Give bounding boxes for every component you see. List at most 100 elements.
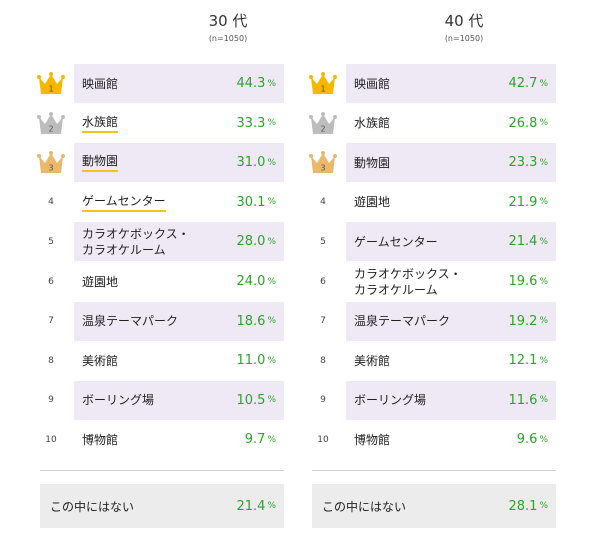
ranking-row: 7 温泉テーマパーク 19.2% — [306, 301, 556, 341]
unit: % — [539, 118, 548, 129]
item-label: 映画館 — [354, 76, 391, 91]
none-of-these-row: この中にはない 21.4% — [40, 484, 284, 528]
sample-size: (n=1050) — [208, 34, 248, 43]
value: 31.0 — [236, 155, 266, 171]
rank-number: 4 — [320, 197, 326, 208]
row-background — [74, 143, 284, 183]
unit: % — [539, 236, 548, 247]
ranking-row: 10 博物館 9.6% — [306, 420, 556, 459]
item-label: 温泉テーマパーク — [354, 314, 451, 329]
ranking-row: 2 水族館 26.8% — [306, 104, 556, 143]
percent-value: 28.1% — [508, 484, 548, 528]
row-background — [346, 64, 556, 103]
item-label: カラオケボックス・ カラオケルーム — [82, 226, 190, 257]
ranking-row: 7 温泉テーマパーク 18.6% — [34, 301, 284, 341]
rank-number: 8 — [320, 355, 326, 366]
percent-value: 18.6% — [236, 302, 276, 341]
value: 21.4 — [236, 498, 266, 514]
divider — [312, 470, 556, 471]
bronze-crown-icon: 3 — [309, 151, 337, 174]
percent-value: 28.0% — [236, 222, 276, 261]
item-label: 動物園 — [82, 143, 232, 182]
sample-size: (n=1050) — [444, 34, 484, 43]
unit: % — [267, 501, 276, 511]
unit: % — [539, 316, 548, 327]
rank-number: 10 — [45, 434, 57, 445]
unit: % — [539, 434, 548, 445]
row-background — [346, 222, 556, 262]
none-of-these-label: この中にはない — [322, 499, 407, 514]
item-label: ゲームセンター — [82, 183, 232, 222]
unit: % — [267, 78, 276, 89]
item-label: カラオケボックス・ カラオケルーム — [354, 266, 462, 297]
percent-value: 24.0% — [236, 262, 276, 301]
item-label: 水族館 — [354, 116, 391, 131]
unit: % — [267, 118, 276, 129]
rank-number: 6 — [48, 276, 54, 287]
percent-value: 10.5% — [236, 381, 276, 420]
bronze-crown-icon: 3 — [37, 151, 65, 174]
unit: % — [539, 197, 548, 208]
item-label: 水族館 — [82, 104, 232, 143]
rank-number: 6 — [320, 276, 326, 287]
rank-number: 7 — [320, 316, 326, 327]
unit: % — [539, 276, 548, 287]
row-background — [74, 64, 284, 103]
item-label: 美術館 — [82, 353, 119, 368]
value: 18.6 — [236, 313, 266, 329]
ranking-row: 8 美術館 12.1% — [306, 341, 556, 380]
divider — [40, 470, 284, 471]
row-background — [74, 222, 284, 262]
ranking-row: 2 水族館 33.3% — [34, 104, 284, 143]
item-label: 遊園地 — [82, 274, 119, 289]
value: 28.0 — [236, 234, 266, 250]
silver-crown-icon: 2 — [309, 111, 337, 134]
unit: % — [539, 355, 548, 366]
value: 9.7 — [244, 432, 266, 448]
ranking-row: 8 美術館 11.0% — [34, 341, 284, 380]
percent-value: 30.1% — [236, 183, 276, 222]
row-background — [74, 301, 284, 341]
value: 21.9 — [508, 194, 538, 210]
unit: % — [267, 197, 276, 208]
table-title: 40 代 — [444, 12, 484, 30]
percent-value: 33.3% — [236, 104, 276, 143]
value: 42.7 — [508, 76, 538, 91]
value: 10.5 — [236, 392, 266, 408]
item-label: ゲームセンター — [354, 234, 438, 249]
value: 28.1 — [508, 498, 538, 514]
rank-number: 2 — [48, 124, 53, 133]
unit: % — [539, 157, 548, 168]
value: 12.1 — [508, 353, 538, 369]
item-label: 温泉テーマパーク — [82, 314, 179, 329]
item-label: ボーリング場 — [354, 393, 427, 408]
percent-value: 9.6% — [517, 420, 548, 459]
ranking-row: 4 ゲームセンター 30.1% — [34, 183, 284, 222]
unit: % — [539, 78, 548, 89]
item-label: ボーリング場 — [82, 393, 155, 408]
rank-number: 9 — [48, 395, 54, 406]
percent-value: 19.2% — [508, 302, 548, 341]
rank-number: 7 — [48, 316, 54, 327]
value: 11.0 — [236, 353, 266, 369]
ranking-row: 5 ゲームセンター 21.4% — [306, 222, 556, 262]
row-background — [346, 380, 556, 420]
ranking-row: 4 遊園地 21.9% — [306, 183, 556, 222]
unit: % — [267, 157, 276, 168]
percent-value: 44.3% — [236, 64, 276, 103]
value: 21.4 — [508, 234, 538, 250]
ranking-row: 9 ボーリング場 11.6% — [306, 380, 556, 420]
rank-number: 2 — [320, 124, 325, 133]
item-label: 博物館 — [354, 432, 391, 447]
value: 11.6 — [508, 392, 538, 408]
value: 24.0 — [236, 274, 266, 289]
rank-number: 1 — [48, 85, 53, 94]
percent-value: 26.8% — [508, 104, 548, 143]
percent-value: 23.3% — [508, 143, 548, 182]
unit: % — [267, 316, 276, 327]
none-of-these-row: この中にはない 28.1% — [312, 484, 556, 528]
ranking-row: 6 遊園地 24.0% — [34, 262, 284, 301]
row-background — [346, 301, 556, 341]
unit: % — [267, 276, 276, 287]
value: 19.2 — [508, 313, 538, 329]
